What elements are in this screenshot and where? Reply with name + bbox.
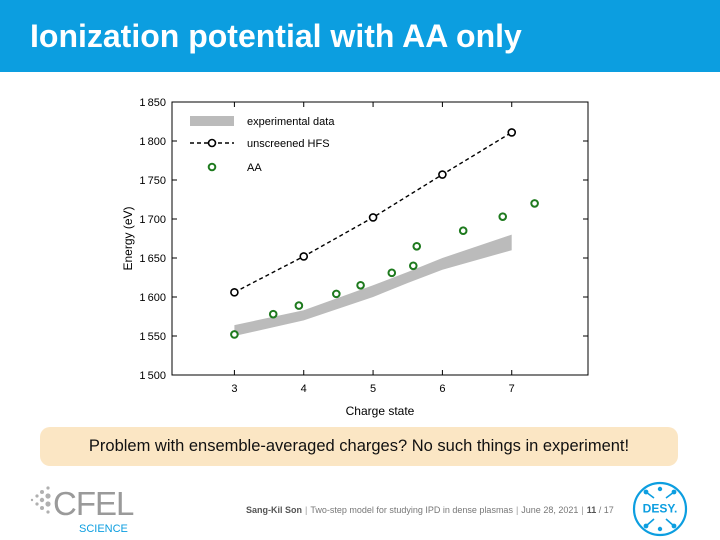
- aa-point: [498, 212, 508, 221]
- y-tick-label: 1 600: [139, 292, 166, 304]
- y-tick-label: 1 850: [139, 97, 166, 109]
- y-tick-label: 1 500: [139, 370, 166, 382]
- footer-date: June 28, 2021: [521, 505, 579, 515]
- x-tick-label: 6: [439, 383, 445, 395]
- aa-point: [356, 281, 365, 290]
- aa-point: [458, 226, 468, 235]
- x-tick-label: 5: [370, 383, 376, 395]
- cfel-logo-text: CFEL: [53, 485, 134, 522]
- x-tick-label: 3: [231, 383, 237, 395]
- legend-label-hfs: unscreened HFS: [247, 138, 330, 150]
- experimental-band: [234, 234, 512, 336]
- callout-text: Problem with ensemble-averaged charges? …: [88, 437, 630, 455]
- y-tick-label: 1 650: [139, 253, 166, 265]
- aa-point: [294, 301, 304, 310]
- hfs-point: [368, 213, 378, 222]
- title-bar: Ionization potential with AA only: [0, 0, 720, 72]
- legend-swatch-experimental: [190, 116, 234, 126]
- y-axis-label: Energy (eV): [121, 206, 135, 270]
- aa-point: [530, 199, 539, 208]
- slide-title: Ionization potential with AA only: [30, 18, 522, 54]
- y-tick-label: 1 700: [139, 214, 166, 226]
- legend-label-aa: AA: [247, 162, 262, 174]
- hfs-point: [230, 288, 239, 297]
- x-tick-label: 4: [301, 383, 307, 395]
- footer-page: 11: [586, 505, 597, 515]
- legend-label-experimental: experimental data: [247, 116, 335, 128]
- desy-logo-icon: DESY.: [632, 481, 688, 537]
- aa-point: [230, 330, 239, 339]
- footer-total: / 17: [598, 505, 614, 515]
- footer-author: Sang-Kil Son: [246, 505, 302, 515]
- x-axis-label: Charge state: [346, 404, 415, 418]
- callout-box: Problem with ensemble-averaged charges? …: [40, 427, 678, 466]
- cfel-logo-icon: CFEL SCIENCE: [30, 485, 135, 534]
- x-tick-label: 7: [509, 383, 515, 395]
- aa-point: [412, 242, 422, 251]
- aa-point: [408, 261, 418, 271]
- hfs-point: [299, 252, 309, 261]
- legend-swatch-aa: [207, 162, 217, 172]
- cfel-logo-sub: SCIENCE: [79, 523, 128, 534]
- y-tick-label: 1 550: [139, 331, 166, 343]
- y-tick-label: 1 800: [139, 136, 166, 148]
- hfs-point: [438, 170, 447, 179]
- desy-logo-text: DESY.: [643, 502, 678, 516]
- ionization-chart: 3 4 5 6 7 1 500 1 550 1 600 1 650 1 700 1 750 1 800…: [121, 97, 589, 418]
- aa-point: [387, 268, 397, 278]
- footer-talk: Two-step model for studying IPD in dense…: [310, 505, 513, 515]
- aa-point: [268, 309, 278, 319]
- aa-point: [332, 289, 341, 299]
- hfs-point: [507, 128, 517, 137]
- legend-swatch-hfs-point: [207, 138, 217, 148]
- footer: Sang-Kil Son | Two-step model for studying…: [246, 505, 614, 515]
- y-tick-label: 1 750: [139, 175, 166, 187]
